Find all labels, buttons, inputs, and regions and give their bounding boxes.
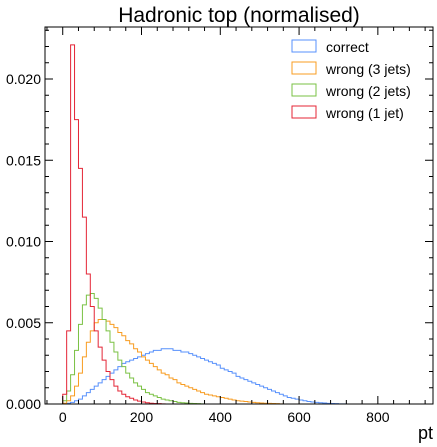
legend-swatch [291,105,317,119]
x-tick-label: 400 [209,409,233,425]
y-tick-label: 0.000 [6,396,41,412]
y-tick-label: 0.020 [6,71,41,87]
x-tick-label: 0 [59,409,67,425]
legend-swatch [291,61,317,75]
series-line-3 [62,44,166,405]
plot-frame [44,26,434,405]
axis-layer: 0 200 400 600 800 0.000 0.005 0.010 0.015 0.020 [6,27,433,425]
legend-swatch [291,83,317,97]
legend-label: wrong (1 jet) [325,105,404,121]
y-tick-label: 0.015 [6,152,41,168]
y-tick-label: 0.010 [6,234,41,250]
chart-title: Hadronic top (normalised) [118,4,360,27]
x-tick-label: 600 [287,409,311,425]
series-line-1 [62,319,284,405]
x-tick-label: 800 [366,409,390,425]
x-axis-label: pt [418,423,433,443]
y-tick-label: 0.005 [6,315,41,331]
legend-label: wrong (3 jets) [325,61,411,77]
legend-label: wrong (2 jets) [325,83,411,99]
legend: correct wrong (3 jets) wrong (2 jets) wrong… [291,39,411,121]
x-tick-label: 200 [130,409,154,425]
legend-swatch [291,39,317,53]
series-line-2 [62,293,206,405]
legend-label: correct [326,39,369,55]
